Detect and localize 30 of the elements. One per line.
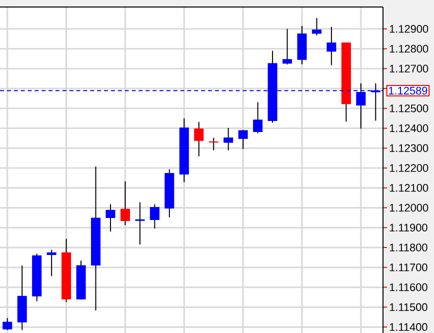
candlestick [135,202,145,246]
candlestick [106,204,116,232]
y-tick-label: 1.12500 [390,104,428,112]
y-tick-label: 1.11800 [390,244,428,252]
y-tick-label: 1.12400 [390,124,428,132]
candlestick [194,121,204,157]
candlestick [238,129,248,150]
candlestick [224,127,234,151]
candlestick [282,28,292,65]
candlestick [46,249,56,277]
y-tick-label: 1.12000 [390,204,428,212]
candlestick [150,204,160,230]
y-tick-label: 1.12800 [390,44,428,53]
candlestick [326,26,336,66]
y-tick-label: 1.11500 [390,303,428,312]
candlestick [253,102,263,134]
y-tick-label: 1.12300 [390,144,428,152]
y-tick-label: 1.11900 [390,224,428,232]
y-tick-label: 1.11600 [390,283,428,292]
ref-line-label: 1.12589 [389,86,428,95]
candlestick [2,318,12,331]
y-tick-label: 1.12100 [390,184,428,192]
y-tick-label: 1.12900 [390,25,428,33]
y-tick-label: 1.11700 [390,264,428,272]
candlestick [208,137,218,151]
y-tick-label: 1.12700 [390,64,428,72]
candlestick [312,17,322,36]
y-tick-label: 1.12200 [390,164,428,172]
candlestick [120,180,130,226]
y-tick-label: 1.11400 [390,323,428,331]
